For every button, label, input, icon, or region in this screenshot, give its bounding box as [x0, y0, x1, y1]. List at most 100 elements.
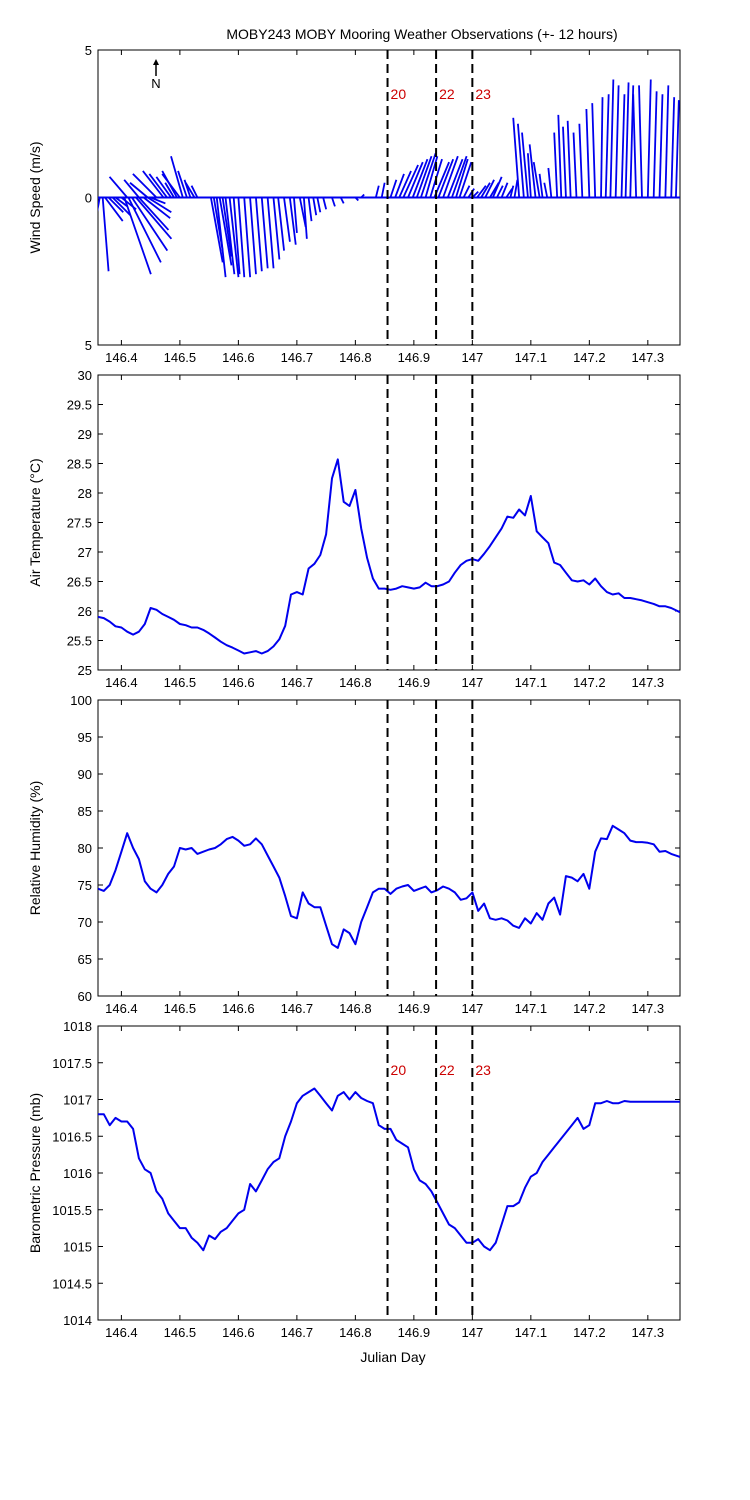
wind-vector: [288, 197, 297, 245]
wind-vector: [107, 196, 124, 213]
wind-vector: [132, 173, 158, 199]
x-tick-label: 147.1: [515, 350, 548, 365]
x-tick-label: 147.1: [515, 1325, 548, 1340]
north-arrow-head-icon: [153, 59, 159, 65]
wind-vector: [658, 94, 664, 198]
chart-panel: 146.4 146.5 146.6 146.7 146.8 146.9 147 147.1 14…: [27, 693, 681, 1016]
wind-vector: [480, 182, 491, 198]
wind-vector: [398, 170, 412, 198]
x-tick-label: 146.8: [339, 1001, 372, 1016]
y-tick-label: 29: [78, 427, 92, 442]
event-marker-label: 23: [475, 86, 491, 102]
event-marker-label: 20: [391, 86, 407, 102]
y-tick-label: 27.5: [67, 516, 92, 531]
wind-vector: [266, 197, 275, 269]
wind-vector: [451, 155, 468, 198]
wind-vector: [374, 185, 380, 198]
wind-vector: [170, 155, 184, 198]
panels: 146.4 146.5 146.6 146.7 146.8 146.9 147 147.1 14…: [27, 43, 681, 1340]
wind-vector: [664, 85, 670, 198]
wind-vector: [446, 158, 464, 198]
x-tick-label: 146.7: [281, 1001, 314, 1016]
data-series-line: [98, 824, 680, 949]
event-marker-label: 22: [439, 86, 455, 102]
y-tick-label: 28: [78, 486, 92, 501]
x-tick-label: 146.9: [398, 1325, 431, 1340]
wind-vector: [164, 182, 175, 198]
x-axis-label: Julian Day: [360, 1349, 425, 1365]
x-tick-label: 146.5: [164, 1325, 197, 1340]
wind-vector: [104, 196, 124, 222]
wind-vector: [123, 197, 152, 275]
y-tick-label: 95: [78, 730, 92, 745]
x-tick-label: 146.6: [222, 1325, 255, 1340]
y-axis-label: Relative Humidity (%): [27, 781, 43, 916]
wind-vector: [108, 176, 128, 199]
x-tick-label: 146.5: [164, 675, 197, 690]
wind-vector: [578, 123, 584, 198]
wind-vector: [123, 179, 140, 199]
x-tick-label: 146.6: [222, 1001, 255, 1016]
wind-vector: [277, 197, 285, 251]
wind-vector: [131, 197, 169, 252]
x-tick-label: 147.2: [573, 350, 606, 365]
wind-vector: [177, 170, 188, 198]
wind-vector: [652, 91, 658, 198]
wind-vector: [415, 155, 433, 198]
wind-vector: [138, 196, 170, 231]
wind-vector: [604, 94, 610, 198]
wind-vector: [184, 182, 196, 198]
wind-vector: [380, 182, 386, 198]
wind-vector: [600, 97, 604, 198]
wind-vector: [505, 188, 513, 198]
wind-vector: [407, 161, 424, 198]
wind-vector: [572, 132, 578, 198]
wind-vector: [389, 179, 398, 198]
wind-vector: [272, 197, 281, 260]
y-axis-label: Wind Speed (m/s): [27, 141, 43, 253]
y-tick-label: 26: [78, 604, 92, 619]
wind-vector: [293, 197, 298, 233]
x-tick-label: 147.3: [632, 350, 665, 365]
x-tick-label: 146.4: [105, 350, 138, 365]
wind-vector: [646, 79, 652, 198]
wind-vector: [243, 197, 252, 278]
plot-area: [98, 824, 680, 949]
wind-vector: [232, 197, 241, 275]
wind-vector: [312, 197, 318, 216]
wind-vector: [302, 197, 308, 239]
wind-vector: [339, 197, 345, 204]
x-tick-label: 147.1: [515, 675, 548, 690]
y-tick-label: 90: [78, 767, 92, 782]
y-tick-label: 1014.5: [52, 1276, 92, 1291]
y-tick-label: 1017: [63, 1093, 92, 1108]
x-tick-label: 147.3: [632, 1001, 665, 1016]
x-tick-label: 146.8: [339, 1325, 372, 1340]
x-tick-label: 146.9: [398, 1001, 431, 1016]
x-tick-label: 146.6: [222, 350, 255, 365]
wind-vector: [111, 196, 131, 216]
y-tick-label: 5: [85, 43, 92, 58]
y-tick-label: 70: [78, 915, 92, 930]
wind-vector: [322, 197, 328, 210]
wind-vector: [543, 182, 549, 198]
wind-vector: [496, 185, 504, 198]
wind-vector: [354, 196, 359, 202]
wind-vector: [562, 126, 567, 198]
wind-vector: [538, 173, 544, 198]
y-tick-label: 1016: [63, 1166, 92, 1181]
north-label: N: [151, 76, 160, 91]
x-tick-label: 146.8: [339, 350, 372, 365]
y-tick-label: 100: [70, 693, 92, 708]
wind-vector: [260, 197, 269, 269]
y-tick-label: 0: [85, 191, 92, 206]
x-tick-label: 147.3: [632, 675, 665, 690]
wind-vector: [491, 176, 503, 198]
y-tick-label: 1014: [63, 1313, 92, 1328]
x-tick-label: 146.5: [164, 1001, 197, 1016]
wind-vector: [526, 153, 532, 198]
wind-vector: [462, 185, 471, 198]
x-tick-label: 147.2: [573, 1001, 606, 1016]
wind-vector: [484, 179, 495, 198]
